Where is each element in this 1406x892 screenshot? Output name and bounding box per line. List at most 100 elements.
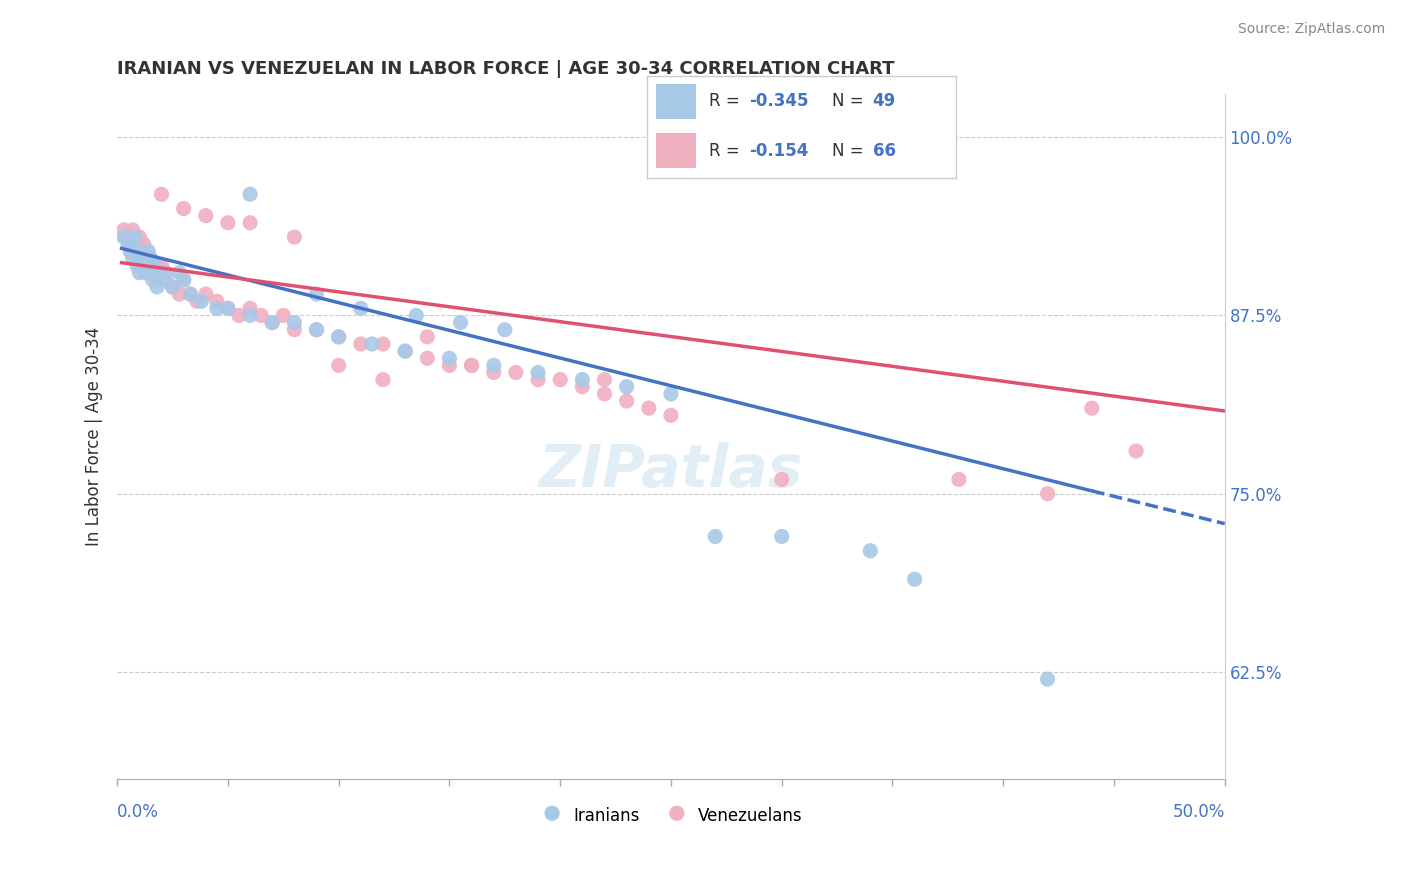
Point — [173, 273, 195, 287]
Point — [361, 337, 384, 351]
Text: N =: N = — [832, 93, 869, 111]
Point — [571, 380, 593, 394]
Point — [173, 273, 195, 287]
Point — [593, 373, 616, 387]
Point — [305, 287, 328, 301]
Point — [305, 323, 328, 337]
Text: IRANIAN VS VENEZUELAN IN LABOR FORCE | AGE 30-34 CORRELATION CHART: IRANIAN VS VENEZUELAN IN LABOR FORCE | A… — [117, 60, 894, 78]
Point — [460, 359, 482, 373]
Point — [405, 309, 427, 323]
Point — [194, 287, 217, 301]
Point — [371, 337, 394, 351]
Point — [283, 316, 305, 330]
Point — [155, 266, 177, 280]
Point — [143, 259, 166, 273]
Point — [350, 301, 373, 316]
Point — [179, 287, 201, 301]
Point — [139, 252, 162, 266]
Point — [239, 187, 262, 202]
Point — [205, 301, 228, 316]
Point — [482, 366, 505, 380]
Point — [135, 266, 157, 280]
Point — [460, 359, 482, 373]
Point — [148, 266, 170, 280]
Point — [659, 409, 682, 423]
Point — [121, 252, 143, 266]
Point — [194, 209, 217, 223]
Point — [128, 230, 150, 244]
Point — [1081, 401, 1104, 416]
Point — [439, 351, 461, 366]
Point — [131, 252, 153, 266]
Point — [659, 387, 682, 401]
Point — [143, 259, 166, 273]
Text: N =: N = — [832, 142, 869, 160]
Point — [228, 309, 250, 323]
Point — [121, 223, 143, 237]
Point — [117, 237, 139, 252]
Point — [136, 244, 159, 259]
Point — [494, 323, 516, 337]
Point — [394, 344, 416, 359]
Point — [704, 529, 727, 543]
Point — [124, 230, 146, 244]
Point — [205, 294, 228, 309]
Point — [262, 316, 284, 330]
Point — [305, 323, 328, 337]
Point — [117, 237, 139, 252]
Text: 0.0%: 0.0% — [117, 803, 159, 821]
Point — [150, 266, 173, 280]
Point — [217, 216, 239, 230]
Point — [527, 373, 550, 387]
Point — [250, 309, 273, 323]
Point — [136, 259, 159, 273]
Point — [127, 259, 149, 273]
Point — [505, 366, 527, 380]
Bar — [657, 84, 696, 119]
Point — [439, 359, 461, 373]
Point — [162, 280, 184, 294]
Point — [1036, 672, 1059, 686]
Point — [115, 230, 138, 244]
Text: -0.345: -0.345 — [749, 93, 808, 111]
Point — [112, 230, 135, 244]
Point — [371, 373, 394, 387]
Point — [120, 244, 142, 259]
Point — [416, 351, 439, 366]
Point — [482, 359, 505, 373]
Point — [328, 359, 350, 373]
Point — [593, 387, 616, 401]
Point — [450, 316, 472, 330]
Point — [128, 244, 150, 259]
Point — [394, 344, 416, 359]
Point — [150, 187, 173, 202]
Text: -0.154: -0.154 — [749, 142, 808, 160]
Point — [139, 252, 162, 266]
Point — [128, 266, 150, 280]
Point — [904, 572, 927, 586]
Point — [262, 316, 284, 330]
Point — [350, 337, 373, 351]
Point — [239, 301, 262, 316]
Point — [135, 244, 157, 259]
Point — [142, 266, 165, 280]
Point — [127, 244, 149, 259]
Text: 66: 66 — [873, 142, 896, 160]
Point — [167, 266, 190, 280]
Point — [142, 273, 165, 287]
Point — [770, 529, 793, 543]
Text: 49: 49 — [873, 93, 896, 111]
Point — [190, 294, 212, 309]
Point — [637, 401, 659, 416]
Point — [217, 301, 239, 316]
Y-axis label: In Labor Force | Age 30-34: In Labor Force | Age 30-34 — [86, 327, 103, 546]
Point — [217, 301, 239, 316]
Point — [155, 273, 177, 287]
Point — [948, 473, 970, 487]
Point — [146, 273, 169, 287]
Text: Source: ZipAtlas.com: Source: ZipAtlas.com — [1237, 22, 1385, 37]
Point — [283, 323, 305, 337]
Point — [273, 309, 295, 323]
Text: R =: R = — [709, 142, 745, 160]
Point — [859, 543, 882, 558]
